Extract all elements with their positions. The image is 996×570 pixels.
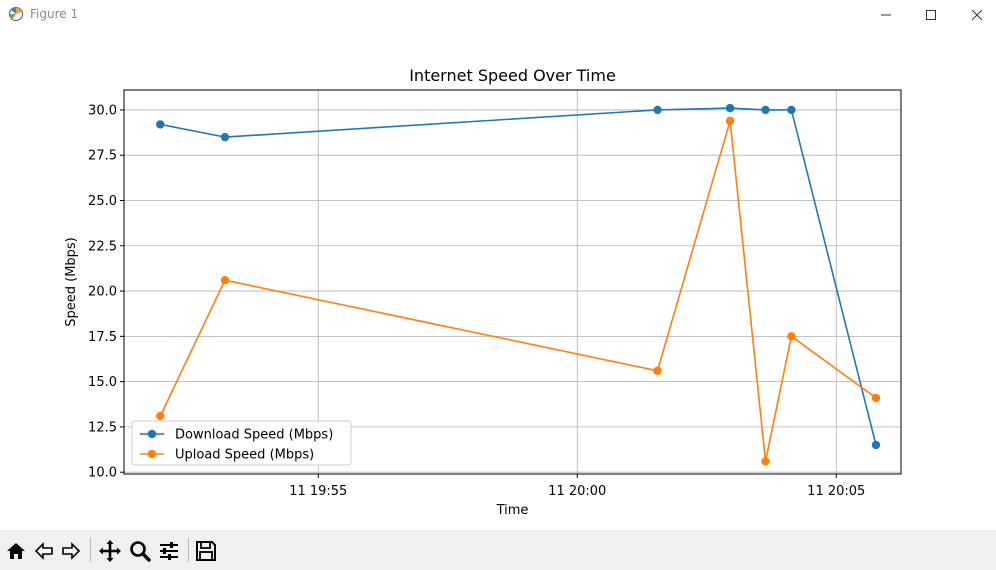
save-button[interactable] xyxy=(193,538,219,564)
y-tick-label: 20.0 xyxy=(88,285,117,300)
data-point-upload xyxy=(871,393,881,403)
data-point-upload xyxy=(787,332,796,341)
window-title: Figure 1 xyxy=(30,7,79,21)
y-tick-label: 25.0 xyxy=(88,194,117,209)
legend-box xyxy=(131,420,352,466)
data-point-download xyxy=(871,440,881,450)
y-axis-label: Speed (Mbps) xyxy=(64,237,79,327)
chart-title: Internet Speed Over Time xyxy=(409,66,616,85)
y-tick-label: 30.0 xyxy=(88,103,117,118)
data-point-upload xyxy=(220,275,230,285)
data-point-download xyxy=(761,105,770,115)
legend-label-download: Download Speed (Mbps) xyxy=(175,428,333,443)
x-tick-label: 11 19:55 xyxy=(289,484,347,499)
x-axis-label: Time xyxy=(496,503,529,518)
navigation-toolbar xyxy=(0,530,996,570)
back-arrow-icon xyxy=(34,542,53,560)
close-icon xyxy=(971,9,983,21)
y-tick-label: 12.5 xyxy=(88,420,117,435)
y-tick-label: 10.0 xyxy=(88,466,117,481)
y-tick-label: 17.5 xyxy=(88,330,117,345)
window-titlebar: Figure 1 xyxy=(0,0,996,30)
x-tick-label: 11 20:00 xyxy=(548,484,606,499)
zoom-button[interactable] xyxy=(127,538,153,564)
y-tick-label: 22.5 xyxy=(88,239,117,254)
maximize-icon xyxy=(926,10,936,20)
home-button[interactable] xyxy=(3,538,29,564)
forward-arrow-icon xyxy=(62,542,81,560)
matplotlib-app-icon xyxy=(9,7,23,21)
data-point-download xyxy=(220,132,230,142)
configure-subplots-button[interactable] xyxy=(156,538,182,564)
data-point-download xyxy=(725,103,735,113)
toolbar-separator xyxy=(188,538,189,562)
forward-button[interactable] xyxy=(58,538,84,564)
plot-frame xyxy=(123,89,902,475)
series-line-download xyxy=(160,107,877,446)
back-button[interactable] xyxy=(31,538,57,564)
maximize-button[interactable] xyxy=(908,0,954,30)
data-point-download xyxy=(653,105,662,115)
data-point-upload xyxy=(156,411,165,421)
minimize-button[interactable] xyxy=(863,0,909,30)
legend-marker-upload xyxy=(147,449,157,459)
configure-subplots-icon xyxy=(160,542,178,560)
data-point-upload xyxy=(653,366,662,375)
data-point-download xyxy=(156,120,165,129)
y-tick-label: 15.0 xyxy=(88,375,117,390)
y-tick-label: 27.5 xyxy=(88,149,117,164)
pan-button[interactable] xyxy=(97,538,123,564)
toolbar-separator xyxy=(90,538,91,562)
x-tick-label: 11 20:05 xyxy=(807,484,865,499)
legend-marker-download xyxy=(147,429,157,439)
data-point-download xyxy=(787,105,796,115)
home-icon xyxy=(7,543,25,559)
minimize-icon xyxy=(881,14,891,16)
data-point-upload xyxy=(725,116,735,125)
pan-icon xyxy=(99,540,121,562)
save-icon xyxy=(196,541,216,561)
zoom-icon xyxy=(130,541,151,562)
close-button[interactable] xyxy=(954,0,996,30)
chart-figure: 10.0 12.5 15.0 17.5 20.0 22.5 25.0 27.5 30.0 11 1… xyxy=(64,66,902,518)
data-point-upload xyxy=(761,457,770,466)
legend-label-upload: Upload Speed (Mbps) xyxy=(175,448,314,463)
